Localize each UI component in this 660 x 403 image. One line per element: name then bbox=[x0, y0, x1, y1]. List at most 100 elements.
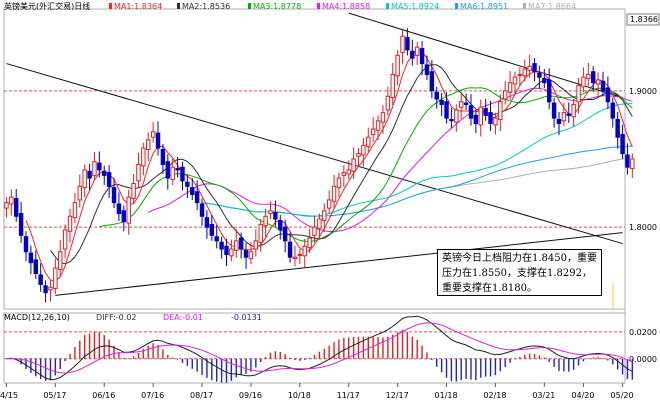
candle bbox=[258, 219, 263, 252]
candle-body bbox=[229, 248, 234, 257]
candle bbox=[449, 107, 454, 129]
candle bbox=[356, 148, 361, 166]
candle-body bbox=[556, 118, 562, 125]
candle bbox=[454, 104, 459, 132]
candle bbox=[351, 147, 356, 179]
price-tick-label: 1.8000 bbox=[629, 223, 657, 232]
candle-body bbox=[424, 64, 430, 75]
candle bbox=[605, 76, 611, 110]
candle-body bbox=[18, 213, 24, 236]
candle bbox=[292, 245, 298, 267]
candle bbox=[591, 66, 596, 93]
candle bbox=[400, 28, 405, 65]
candle bbox=[429, 60, 435, 99]
x-tick-label: 01/18 bbox=[435, 391, 458, 400]
candle bbox=[111, 178, 117, 209]
candle bbox=[287, 232, 293, 263]
candle bbox=[444, 92, 449, 124]
candle-body bbox=[483, 108, 488, 116]
candle-body bbox=[126, 196, 131, 224]
candle bbox=[234, 229, 239, 258]
candle-body bbox=[576, 84, 581, 103]
candle bbox=[9, 189, 14, 216]
candle-body bbox=[82, 169, 87, 189]
candle-body bbox=[33, 259, 38, 275]
candle bbox=[263, 208, 268, 238]
candle bbox=[219, 236, 224, 259]
x-tick-label: 06/16 bbox=[92, 391, 115, 400]
x-tick-label: 05/17 bbox=[43, 391, 66, 400]
candle bbox=[204, 210, 210, 239]
candle-body bbox=[380, 112, 386, 123]
candle-body bbox=[97, 162, 102, 171]
candle bbox=[77, 174, 83, 208]
candle-body bbox=[488, 112, 493, 125]
ma-line-1 bbox=[25, 48, 633, 282]
candle-body bbox=[473, 114, 479, 125]
candle-body bbox=[38, 274, 43, 285]
macd-name-label: MACD(12,26,10) bbox=[4, 313, 70, 322]
candle bbox=[243, 242, 249, 269]
candle-body bbox=[185, 181, 190, 187]
ma-line-5 bbox=[201, 103, 633, 217]
candle-body bbox=[67, 215, 73, 232]
candle-body bbox=[625, 154, 630, 168]
candle bbox=[561, 103, 567, 127]
candle-body bbox=[72, 202, 78, 219]
candle bbox=[238, 232, 244, 259]
candle bbox=[566, 102, 571, 123]
candle-body bbox=[4, 202, 9, 209]
legend-swatch-5 bbox=[386, 3, 389, 9]
candle-body bbox=[160, 148, 166, 165]
candle-body bbox=[77, 185, 83, 201]
macd-tick-label: 0.0200 bbox=[629, 328, 657, 337]
candle bbox=[214, 225, 219, 249]
legend-swatch-2 bbox=[177, 3, 180, 9]
candle-body bbox=[278, 219, 283, 231]
candle bbox=[141, 142, 146, 176]
candle-body bbox=[493, 117, 498, 126]
candle bbox=[38, 263, 43, 292]
candle bbox=[542, 69, 547, 89]
candle-body bbox=[190, 187, 195, 195]
candle-body bbox=[302, 245, 307, 257]
candle bbox=[136, 152, 141, 189]
candle bbox=[370, 117, 376, 142]
candle-body bbox=[165, 161, 171, 179]
candle bbox=[395, 49, 400, 86]
candle-body bbox=[106, 172, 112, 187]
candle-body bbox=[248, 251, 254, 260]
legend-swatch-4 bbox=[317, 3, 320, 9]
candle bbox=[48, 279, 53, 302]
chart-title: 英镑美元(外汇交易)日线 bbox=[4, 1, 90, 11]
candle bbox=[473, 109, 479, 134]
candle bbox=[625, 143, 630, 175]
candle bbox=[522, 59, 527, 82]
macd-value-label: -0.0131 bbox=[231, 313, 262, 322]
macd-dea-label: DEA:-0.01 bbox=[163, 313, 203, 322]
candle bbox=[424, 55, 430, 80]
candle bbox=[512, 71, 518, 94]
candle bbox=[366, 127, 371, 153]
candle-body bbox=[546, 79, 552, 103]
candle-body bbox=[23, 236, 29, 253]
x-tick-label: 09/16 bbox=[239, 391, 262, 400]
candle bbox=[458, 94, 464, 119]
candle-body bbox=[591, 71, 596, 84]
candle-body bbox=[414, 46, 420, 56]
candle-body bbox=[131, 183, 136, 200]
candle bbox=[312, 215, 317, 243]
candle-body bbox=[331, 185, 337, 202]
candle-body bbox=[517, 73, 523, 76]
legend-swatch-7 bbox=[523, 3, 526, 9]
candle bbox=[190, 178, 195, 200]
candle-body bbox=[180, 166, 185, 182]
candle-body bbox=[204, 217, 210, 228]
x-tick-label: 12/17 bbox=[386, 391, 409, 400]
candle bbox=[82, 164, 87, 198]
candle-body bbox=[410, 50, 415, 59]
candle bbox=[116, 192, 122, 222]
candle bbox=[493, 112, 498, 135]
candle-body bbox=[58, 251, 63, 270]
candle bbox=[58, 240, 63, 277]
